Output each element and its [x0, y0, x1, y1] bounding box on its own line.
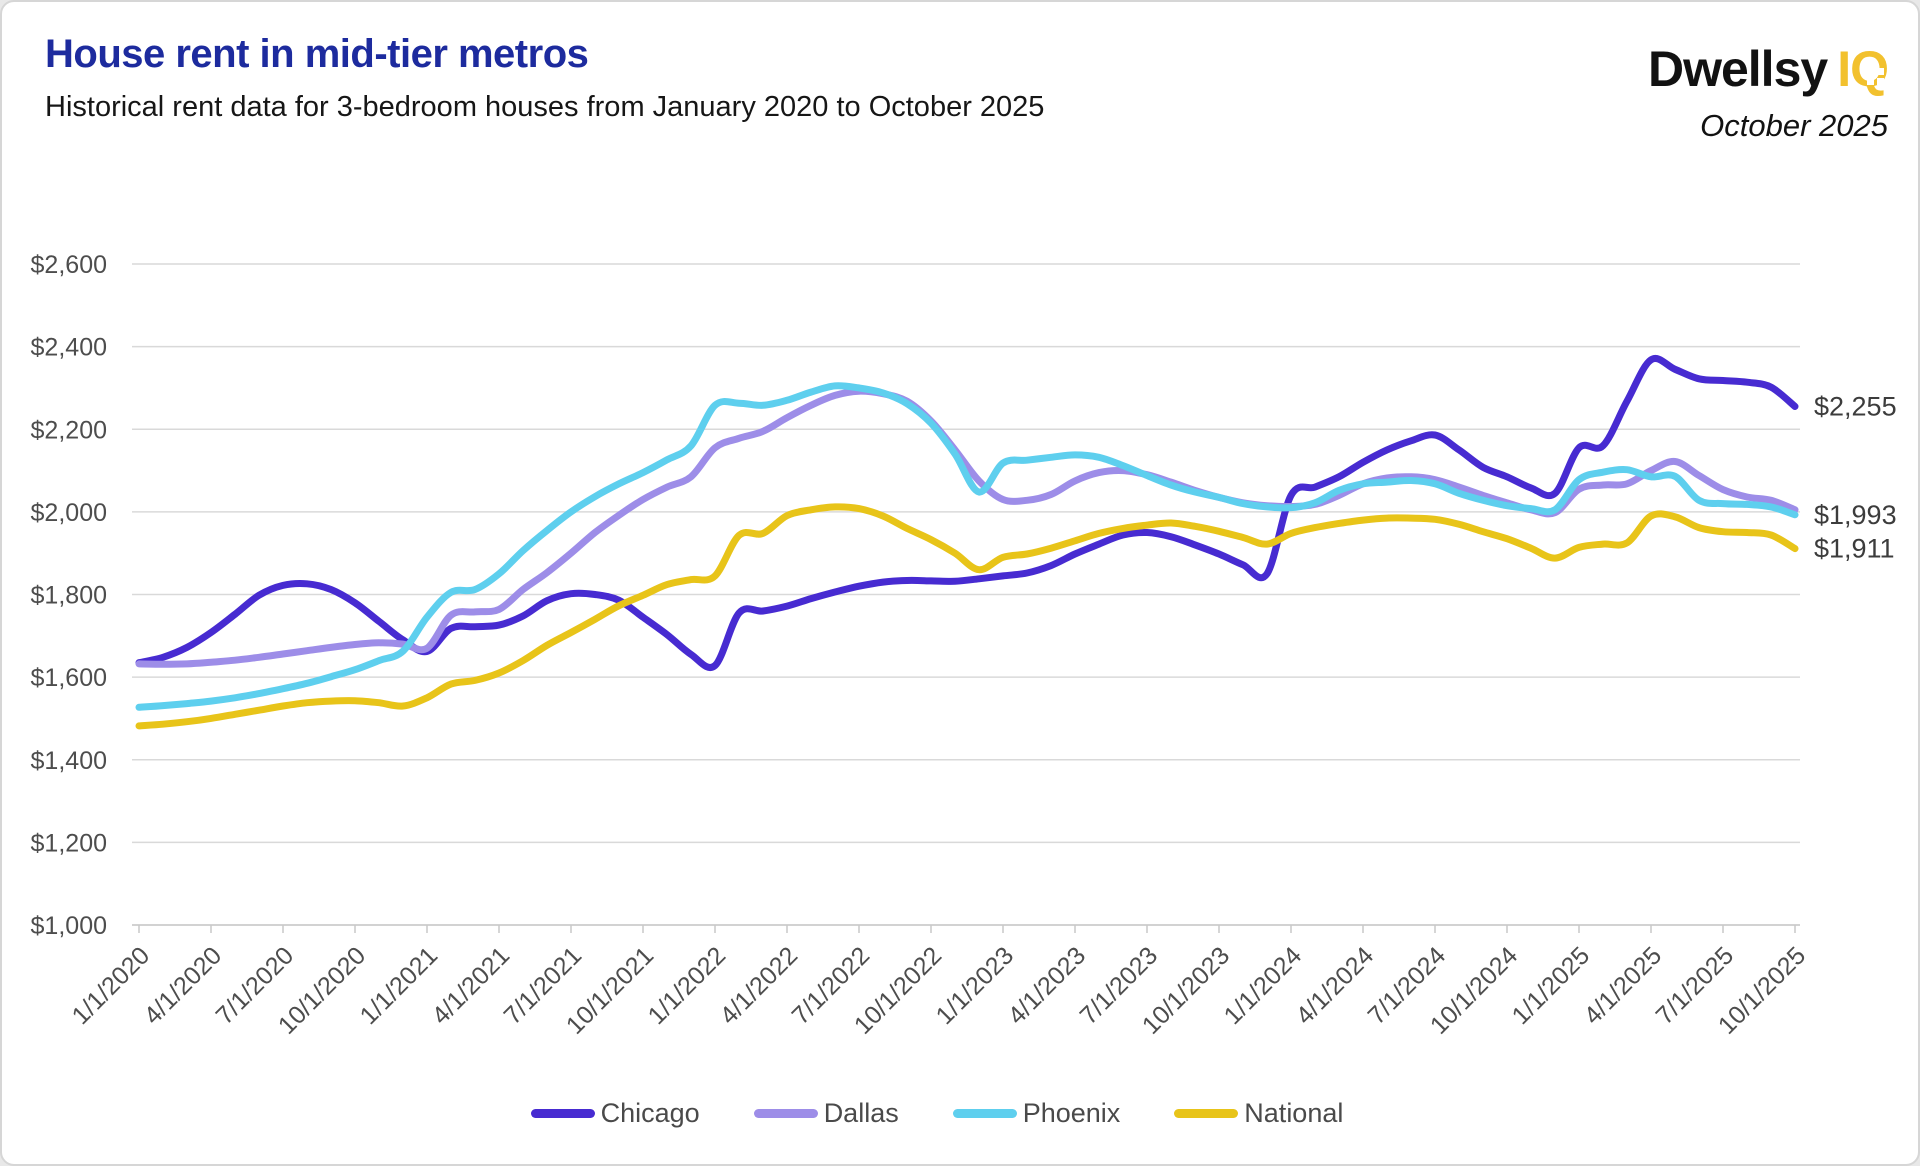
x-axis-label: 4/1/2024 [1291, 941, 1380, 1030]
legend-label: Chicago [600, 1098, 700, 1128]
legend-label: Phoenix [1022, 1098, 1121, 1128]
legend-swatch-chicago [530, 1109, 595, 1118]
chart-legend: Chicago Dallas Phoenix National [2, 1098, 1872, 1129]
title-block: House rent in mid-tier metros Historical… [45, 32, 1044, 124]
dwellsy-iq-logo: Dwellsy IQ [1647, 41, 1889, 97]
x-axis-label: 1/1/2021 [355, 941, 444, 1030]
report-date: October 2025 [1700, 108, 1888, 143]
y-axis-label: $1,400 [31, 747, 107, 775]
brand-block: Dwellsy IQ October 2025 [1647, 41, 1889, 144]
legend-item-national: National [1174, 1098, 1343, 1129]
x-axis-label: 4/1/2020 [139, 941, 228, 1030]
series-line-national [135, 503, 1799, 730]
x-axis-label: 4/1/2025 [1579, 941, 1668, 1030]
legend-swatch-phoenix [952, 1109, 1017, 1118]
house-windows-icon [1867, 68, 1884, 85]
end-label-chicago: $2,255 [1814, 392, 1897, 422]
legend-swatch-national [1174, 1109, 1239, 1118]
y-axis-label: $1,600 [31, 664, 107, 692]
x-axis-label: 4/1/2021 [427, 941, 516, 1030]
y-axis-label: $2,200 [31, 416, 107, 444]
end-label-national: $1,911 [1814, 534, 1895, 564]
y-axis-label: $1,800 [31, 582, 107, 610]
y-axis-label: $1,200 [31, 829, 107, 857]
x-axis-label: 4/1/2023 [1003, 941, 1092, 1030]
logo-brand-text: Dwellsy [1647, 41, 1828, 97]
legend-item-dallas: Dallas [753, 1098, 899, 1129]
page-subtitle: Historical rent data for 3-bedroom house… [45, 91, 1045, 123]
y-axis-label: $2,400 [31, 334, 107, 362]
page-title: House rent in mid-tier metros [45, 32, 589, 76]
legend-label: Dallas [823, 1098, 899, 1128]
y-axis-label: $2,000 [31, 499, 107, 527]
logo-iq-text: IQ [1837, 41, 1889, 97]
x-axis-label: 1/1/2025 [1507, 941, 1596, 1030]
y-axis-label: $2,600 [31, 251, 107, 279]
series-line-phoenix [135, 382, 1799, 711]
x-axis-label: 1/1/2020 [67, 941, 156, 1030]
x-axis-label: 1/1/2024 [1219, 941, 1308, 1030]
legend-item-phoenix: Phoenix [952, 1098, 1121, 1129]
end-label-phoenix: $1,993 [1814, 500, 1897, 530]
x-axis-label: 4/1/2022 [715, 941, 804, 1030]
x-axis-label: 1/1/2023 [931, 941, 1020, 1030]
y-axis-label: $1,000 [31, 912, 107, 940]
legend-label: National [1244, 1098, 1344, 1128]
legend-swatch-dallas [753, 1109, 818, 1118]
x-axis-label: 1/1/2022 [643, 941, 732, 1030]
series-line-dallas [135, 387, 1799, 668]
legend-item-chicago: Chicago [530, 1098, 700, 1129]
